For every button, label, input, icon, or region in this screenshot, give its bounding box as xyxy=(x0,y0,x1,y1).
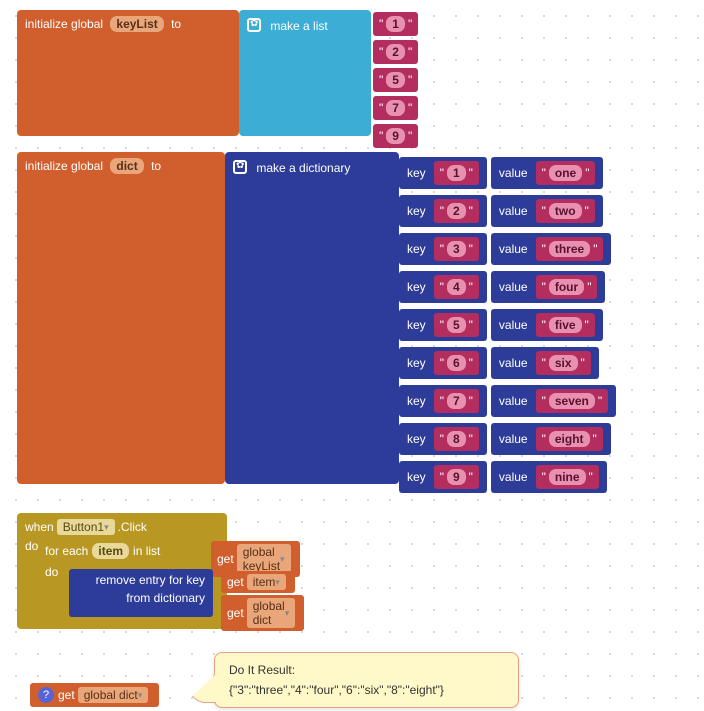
kv-value: value " five " xyxy=(491,309,603,341)
get-label: get xyxy=(227,575,244,589)
make-list-label: make a list xyxy=(270,19,327,33)
string-block[interactable]: " 5 " xyxy=(373,68,418,92)
init-global-keylist: initialize global keyList to xyxy=(17,10,239,136)
string-block[interactable]: " 6 " xyxy=(434,351,479,375)
get-keylist-dropdown[interactable]: global keyList xyxy=(237,544,291,574)
init-prefix: initialize global xyxy=(25,159,103,173)
string-block[interactable]: " 9 " xyxy=(434,465,479,489)
dict-pairs: key " 1 " value " one " key " 2 " value … xyxy=(399,152,616,496)
component-dropdown[interactable]: Button1 xyxy=(57,519,115,535)
make-list-block[interactable]: make a list xyxy=(239,10,371,136)
kv-key: key " 9 " xyxy=(399,461,487,493)
kv-pair[interactable]: key " 3 " value " three " xyxy=(399,232,616,266)
var-dict: dict xyxy=(110,158,143,174)
kv-value: value " eight " xyxy=(491,423,611,455)
string-block[interactable]: " 8 " xyxy=(434,427,479,451)
kv-key: key " 3 " xyxy=(399,233,487,265)
string-block[interactable]: " two " xyxy=(536,199,595,223)
get-item-dropdown[interactable]: item xyxy=(247,574,286,590)
do-body: for each item in list get global keyList… xyxy=(39,539,219,621)
remove-entry-block[interactable]: remove entry for key get item from dicti… xyxy=(69,569,213,617)
string-block[interactable]: " one " xyxy=(536,161,596,185)
string-block[interactable]: " 2 " xyxy=(434,199,479,223)
gear-icon[interactable] xyxy=(247,18,261,32)
event-label: .Click xyxy=(118,520,147,534)
get-dict-dropdown[interactable]: global dict xyxy=(247,598,296,628)
kv-pair[interactable]: key " 1 " value " one " xyxy=(399,156,616,190)
string-block[interactable]: " 2 " xyxy=(373,40,418,64)
string-block[interactable]: " 5 " xyxy=(434,313,479,337)
string-block[interactable]: " 7 " xyxy=(434,389,479,413)
tooltip-body: {"3":"three","4":"four","6":"six","8":"e… xyxy=(229,683,504,697)
remove-l1: remove entry for key xyxy=(77,573,205,587)
string-block[interactable]: " 9 " xyxy=(373,124,418,148)
string-block[interactable]: " 1 " xyxy=(434,161,479,185)
string-block[interactable]: " six " xyxy=(536,351,591,375)
string-block[interactable]: " five " xyxy=(536,313,595,337)
kv-key: key " 5 " xyxy=(399,309,487,341)
when-label: when xyxy=(25,520,54,534)
kv-value: value " six " xyxy=(491,347,599,379)
kv-value: value " four " xyxy=(491,271,606,303)
kv-key: key " 6 " xyxy=(399,347,487,379)
kv-value: value " two " xyxy=(491,195,603,227)
string-block[interactable]: " seven " xyxy=(536,389,609,413)
init-suffix: to xyxy=(171,17,181,31)
string-block[interactable]: " eight " xyxy=(536,427,603,451)
kv-key: key " 2 " xyxy=(399,195,487,227)
init-global-dict: initialize global dict to xyxy=(17,152,225,484)
string-block[interactable]: " 4 " xyxy=(434,275,479,299)
string-block[interactable]: " 7 " xyxy=(373,96,418,120)
get-label: get xyxy=(217,552,234,566)
get-global-dict-standalone[interactable]: ? get global dict xyxy=(30,683,159,707)
get-dict-dropdown[interactable]: global dict xyxy=(78,687,149,703)
init-prefix: initialize global xyxy=(25,17,103,31)
get-dict[interactable]: get global dict xyxy=(221,595,304,631)
make-dict-label: make a dictionary xyxy=(256,161,350,175)
kv-pair[interactable]: key " 9 " value " nine " xyxy=(399,460,616,494)
when-block[interactable]: when Button1 .Click do for each item in … xyxy=(17,513,227,629)
kv-value: value " seven " xyxy=(491,385,616,417)
kv-value: value " one " xyxy=(491,157,604,189)
init-suffix: to xyxy=(151,159,161,173)
foreach-pre: for each xyxy=(45,544,88,558)
kv-pair[interactable]: key " 5 " value " five " xyxy=(399,308,616,342)
kv-pair[interactable]: key " 2 " value " two " xyxy=(399,194,616,228)
kv-value: value " three " xyxy=(491,233,612,265)
help-icon[interactable]: ? xyxy=(38,687,54,703)
do-label-inner: do xyxy=(45,565,69,579)
var-keylist: keyList xyxy=(110,16,163,32)
string-block[interactable]: " nine " xyxy=(536,465,599,489)
foreach-var: item xyxy=(92,543,129,559)
foreach-mid: in list xyxy=(133,544,160,558)
kv-pair[interactable]: key " 7 " value " seven " xyxy=(399,384,616,418)
get-item[interactable]: get item xyxy=(221,571,295,593)
kv-key: key " 7 " xyxy=(399,385,487,417)
kv-key: key " 8 " xyxy=(399,423,487,455)
get-label: get xyxy=(227,606,244,620)
do-label: do xyxy=(25,539,39,553)
get-label: get xyxy=(58,688,75,702)
string-block[interactable]: " four " xyxy=(536,275,598,299)
kv-pair[interactable]: key " 8 " value " eight " xyxy=(399,422,616,456)
keylist-items: " 1 " " 2 " " 5 " " 7 " " 9 " xyxy=(371,10,420,150)
kv-pair[interactable]: key " 6 " value " six " xyxy=(399,346,616,380)
kv-value: value " nine " xyxy=(491,461,607,493)
string-block[interactable]: " three " xyxy=(536,237,604,261)
remove-l2: from dictionary xyxy=(77,591,205,605)
kv-pair[interactable]: key " 4 " value " four " xyxy=(399,270,616,304)
string-block[interactable]: " 1 " xyxy=(373,12,418,36)
kv-key: key " 4 " xyxy=(399,271,487,303)
make-dict-block[interactable]: make a dictionary xyxy=(225,152,399,484)
when-header: when Button1 .Click xyxy=(25,517,219,539)
foreach-header: for each item in list get global keyList xyxy=(45,543,213,559)
init-keylist-block[interactable]: initialize global keyList to make a list… xyxy=(17,10,420,150)
string-block[interactable]: " 3 " xyxy=(434,237,479,261)
tooltip-title: Do It Result: xyxy=(229,663,504,677)
kv-key: key " 1 " xyxy=(399,157,487,189)
gear-icon[interactable] xyxy=(233,160,247,174)
doit-tooltip: Do It Result: {"3":"three","4":"four","6… xyxy=(214,652,519,708)
init-dict-block[interactable]: initialize global dict to make a diction… xyxy=(17,152,616,496)
